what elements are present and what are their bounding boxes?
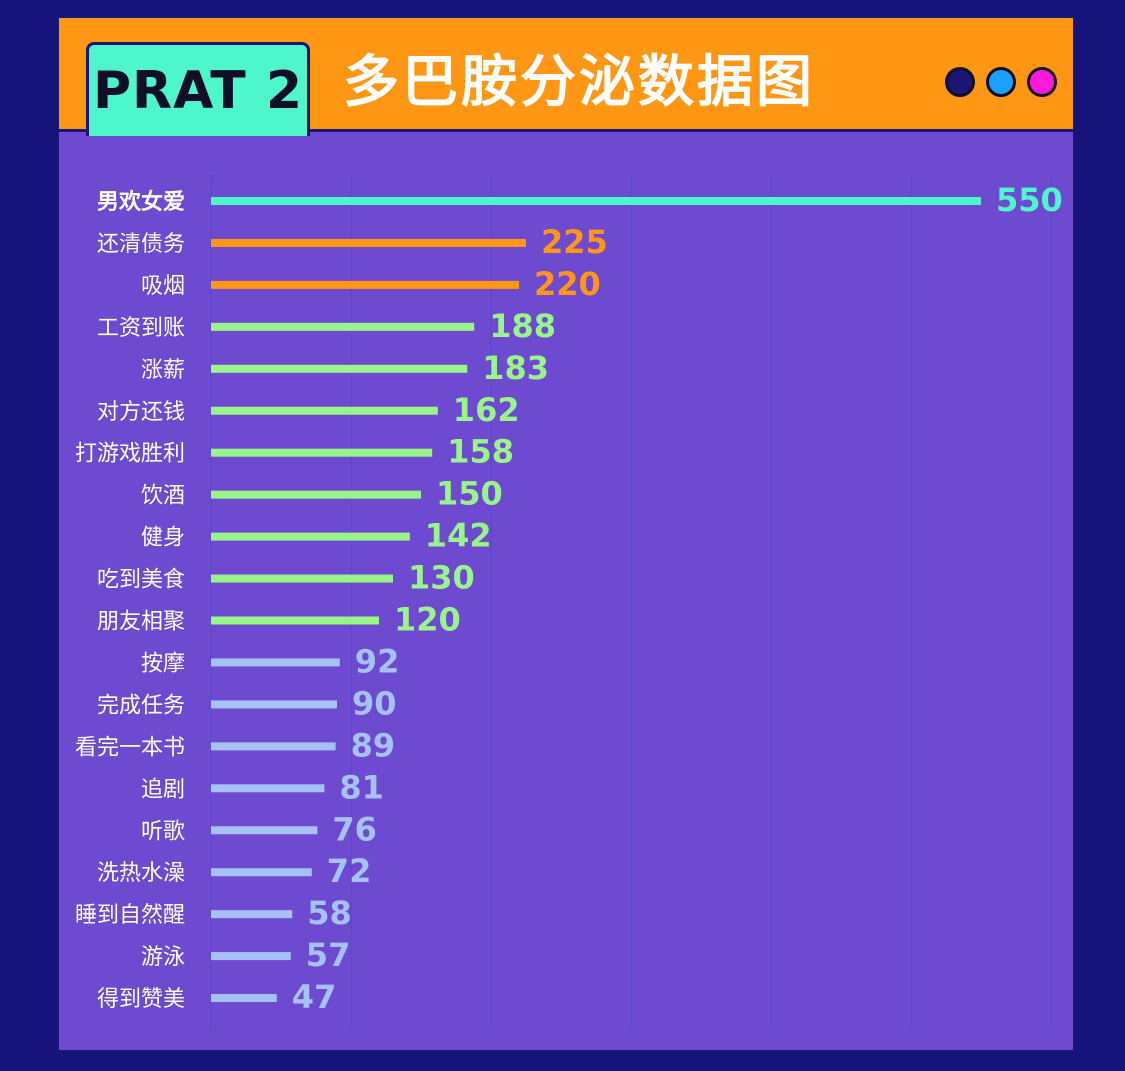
value-label: 150	[436, 475, 503, 513]
bar	[211, 994, 277, 1003]
dot-magenta-icon	[1027, 67, 1057, 97]
bar	[211, 448, 433, 457]
value-label: 220	[534, 265, 601, 303]
value-label: 142	[425, 517, 492, 555]
bar	[211, 868, 312, 877]
chart-title: 多巴胺分泌数据图	[343, 50, 815, 115]
value-label: 57	[306, 936, 351, 974]
bar	[211, 826, 318, 835]
category-label: 完成任务	[97, 693, 185, 718]
part-badge: PRAT 2	[86, 42, 310, 136]
dot-blue-icon	[986, 67, 1016, 97]
bar	[211, 406, 438, 415]
value-label: 90	[352, 684, 397, 722]
bar	[211, 197, 981, 205]
bar	[211, 490, 421, 499]
value-label: 225	[541, 223, 608, 261]
header-bar: PRAT 2 多巴胺分泌数据图	[59, 18, 1073, 136]
category-label: 得到赞美	[97, 987, 185, 1012]
category-label: 打游戏胜利	[75, 442, 185, 467]
value-label: 47	[292, 978, 337, 1016]
value-label: 550	[996, 181, 1063, 219]
bar	[211, 742, 336, 751]
category-label: 涨薪	[141, 358, 185, 383]
category-label: 饮酒	[141, 484, 185, 509]
category-label: 男欢女爱	[97, 189, 185, 215]
bar	[211, 910, 293, 919]
category-label: 听歌	[141, 819, 185, 844]
value-label: 58	[307, 894, 352, 932]
value-label: 188	[489, 307, 556, 345]
bar	[211, 238, 526, 247]
category-label: 游泳	[141, 945, 185, 970]
value-label: 89	[351, 726, 396, 764]
bar	[211, 952, 291, 961]
bar	[211, 700, 337, 709]
value-label: 162	[453, 391, 520, 429]
category-label: 洗热水澡	[97, 861, 185, 886]
category-label: 追剧	[141, 777, 185, 802]
bar	[211, 658, 340, 667]
category-label: 对方还钱	[97, 400, 185, 425]
category-label: 看完一本书	[75, 735, 185, 760]
value-label: 72	[327, 852, 372, 890]
category-label: 还清债务	[97, 232, 185, 257]
category-label: 朋友相聚	[97, 610, 185, 635]
bar	[211, 364, 468, 373]
category-label: 工资到账	[97, 316, 185, 341]
category-label: 吸烟	[141, 274, 185, 299]
bar	[211, 280, 519, 289]
bar	[211, 532, 410, 541]
value-label: 130	[408, 559, 475, 597]
bar	[211, 574, 393, 583]
category-label: 吃到美食	[97, 568, 185, 593]
bar	[211, 616, 379, 625]
bar	[211, 784, 325, 793]
value-label: 92	[355, 642, 400, 680]
category-label: 睡到自然醒	[75, 903, 185, 928]
category-label: 按摩	[141, 651, 185, 676]
value-label: 76	[332, 810, 377, 848]
bar	[211, 322, 475, 331]
value-label: 158	[447, 433, 514, 471]
value-label: 81	[339, 768, 384, 806]
dot-navy-icon	[945, 67, 975, 97]
value-label: 183	[482, 349, 549, 387]
value-label: 120	[394, 601, 461, 639]
category-label: 健身	[141, 526, 185, 551]
